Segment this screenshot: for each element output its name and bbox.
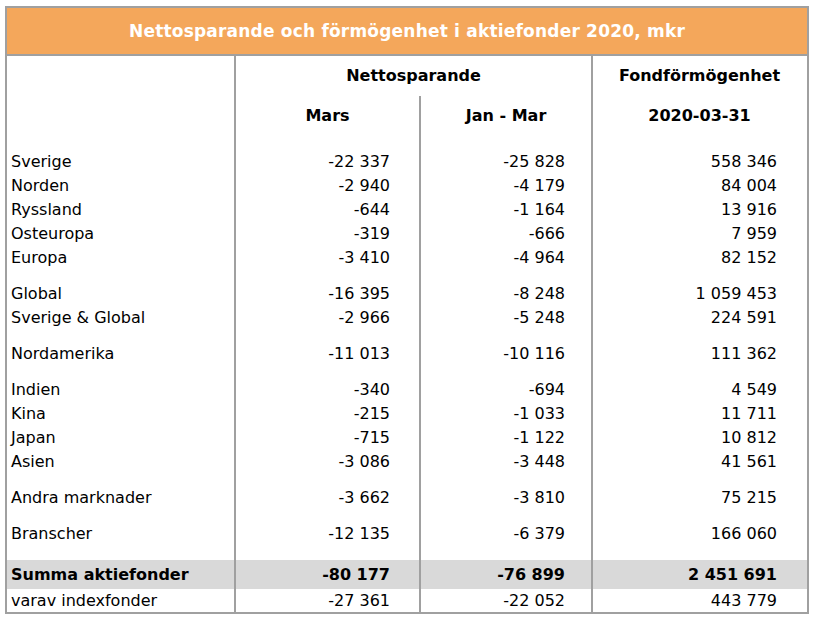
cell-fund: 7 959 bbox=[592, 226, 807, 242]
cell-fund: 4 549 bbox=[592, 382, 807, 398]
cell-mars: -22 337 bbox=[235, 154, 420, 170]
cell-janmar: -6 379 bbox=[420, 526, 592, 542]
column-header-janmar: Jan - Mar bbox=[420, 108, 592, 124]
table-title-bar: Nettosparande och förmögenhet i aktiefon… bbox=[7, 8, 807, 56]
label-column-divider bbox=[234, 56, 236, 612]
cell-janmar: -10 116 bbox=[420, 346, 592, 362]
cell-fund: 558 346 bbox=[592, 154, 807, 170]
mars-janmar-column-divider bbox=[419, 96, 421, 612]
cell-fund: 13 916 bbox=[592, 202, 807, 218]
table-row: Kina -215 -1 033 11 711 bbox=[7, 402, 807, 426]
cell-mars: -12 135 bbox=[235, 526, 420, 542]
fund-column-divider bbox=[591, 56, 593, 612]
table-row: Nordamerika -11 013 -10 116 111 362 bbox=[7, 342, 807, 366]
cell-janmar: -8 248 bbox=[420, 286, 592, 302]
cell-mars: -3 662 bbox=[235, 490, 420, 506]
footer-cell-janmar: -22 052 bbox=[420, 593, 592, 609]
row-label: Asien bbox=[7, 454, 235, 470]
row-label: Branscher bbox=[7, 526, 235, 542]
row-label: Europa bbox=[7, 250, 235, 266]
table-row: Sverige -22 337 -25 828 558 346 bbox=[7, 150, 807, 174]
cell-janmar: -3 448 bbox=[420, 454, 592, 470]
cell-fund: 10 812 bbox=[592, 430, 807, 446]
table-grid: Nettosparande Fondförmögenhet Mars Jan -… bbox=[7, 56, 807, 612]
cell-janmar: -1 033 bbox=[420, 406, 592, 422]
row-label: Östeuropa bbox=[7, 226, 235, 242]
cell-fund: 82 152 bbox=[592, 250, 807, 266]
cell-mars: -3 410 bbox=[235, 250, 420, 266]
cell-janmar: -694 bbox=[420, 382, 592, 398]
cell-mars: -644 bbox=[235, 202, 420, 218]
row-label: Andra marknader bbox=[7, 490, 235, 506]
cell-mars: -11 013 bbox=[235, 346, 420, 362]
cell-mars: -16 395 bbox=[235, 286, 420, 302]
cell-janmar: -4 964 bbox=[420, 250, 592, 266]
row-label: Global bbox=[7, 286, 235, 302]
cell-fund: 224 591 bbox=[592, 310, 807, 326]
cell-mars: -319 bbox=[235, 226, 420, 242]
column-group-header-row: Nettosparande Fondförmögenhet bbox=[7, 56, 807, 96]
table-row: Japan -715 -1 122 10 812 bbox=[7, 426, 807, 450]
cell-janmar: -5 248 bbox=[420, 310, 592, 326]
row-label: Indien bbox=[7, 382, 235, 398]
netsaving-group-header: Nettosparande bbox=[235, 68, 592, 84]
row-label: Nordamerika bbox=[7, 346, 235, 362]
row-label: Sverige bbox=[7, 154, 235, 170]
footer-cell-mars: -27 361 bbox=[235, 593, 420, 609]
footer-cell-fund: 443 779 bbox=[592, 593, 807, 609]
table-row: Global -16 395 -8 248 1 059 453 bbox=[7, 282, 807, 306]
cell-janmar: -3 810 bbox=[420, 490, 592, 506]
table-title: Nettosparande och förmögenhet i aktiefon… bbox=[129, 21, 685, 41]
column-header-mars: Mars bbox=[235, 108, 420, 124]
cell-mars: -715 bbox=[235, 430, 420, 446]
row-label: Ryssland bbox=[7, 202, 235, 218]
cell-fund: 75 215 bbox=[592, 490, 807, 506]
fund-statistics-table: Nettosparande och förmögenhet i aktiefon… bbox=[5, 6, 809, 614]
column-header-date: 2020-03-31 bbox=[592, 108, 807, 124]
column-header-row: Mars Jan - Mar 2020-03-31 bbox=[7, 96, 807, 136]
cell-mars: -2 940 bbox=[235, 178, 420, 194]
summary-row: Summa aktiefonder -80 177 -76 899 2 451 … bbox=[7, 560, 807, 589]
cell-janmar: -4 179 bbox=[420, 178, 592, 194]
cell-janmar: -25 828 bbox=[420, 154, 592, 170]
table-row: Norden -2 940 -4 179 84 004 bbox=[7, 174, 807, 198]
index-funds-row: varav indexfonder -27 361 -22 052 443 77… bbox=[7, 589, 807, 613]
cell-fund: 111 362 bbox=[592, 346, 807, 362]
cell-mars: -3 086 bbox=[235, 454, 420, 470]
row-label: Sverige & Global bbox=[7, 310, 235, 326]
summary-label: Summa aktiefonder bbox=[7, 567, 235, 583]
cell-fund: 1 059 453 bbox=[592, 286, 807, 302]
summary-cell-mars: -80 177 bbox=[235, 567, 420, 583]
table-row: Andra marknader -3 662 -3 810 75 215 bbox=[7, 486, 807, 510]
row-label: Japan bbox=[7, 430, 235, 446]
cell-fund: 11 711 bbox=[592, 406, 807, 422]
cell-fund: 84 004 bbox=[592, 178, 807, 194]
table-row: Indien -340 -694 4 549 bbox=[7, 378, 807, 402]
table-row: Branscher -12 135 -6 379 166 060 bbox=[7, 522, 807, 546]
footer-label: varav indexfonder bbox=[7, 593, 235, 609]
cell-fund: 166 060 bbox=[592, 526, 807, 542]
cell-mars: -215 bbox=[235, 406, 420, 422]
summary-cell-janmar: -76 899 bbox=[420, 567, 592, 583]
table-row: Europa -3 410 -4 964 82 152 bbox=[7, 246, 807, 270]
table-row: Östeuropa -319 -666 7 959 bbox=[7, 222, 807, 246]
cell-janmar: -666 bbox=[420, 226, 592, 242]
row-label: Norden bbox=[7, 178, 235, 194]
table-row: Asien -3 086 -3 448 41 561 bbox=[7, 450, 807, 474]
summary-cell-fund: 2 451 691 bbox=[592, 567, 807, 583]
cell-janmar: -1 122 bbox=[420, 430, 592, 446]
cell-mars: -340 bbox=[235, 382, 420, 398]
row-label: Kina bbox=[7, 406, 235, 422]
fund-wealth-group-header: Fondförmögenhet bbox=[592, 68, 807, 84]
cell-fund: 41 561 bbox=[592, 454, 807, 470]
table-row: Ryssland -644 -1 164 13 916 bbox=[7, 198, 807, 222]
cell-mars: -2 966 bbox=[235, 310, 420, 326]
cell-janmar: -1 164 bbox=[420, 202, 592, 218]
table-row: Sverige & Global -2 966 -5 248 224 591 bbox=[7, 306, 807, 330]
